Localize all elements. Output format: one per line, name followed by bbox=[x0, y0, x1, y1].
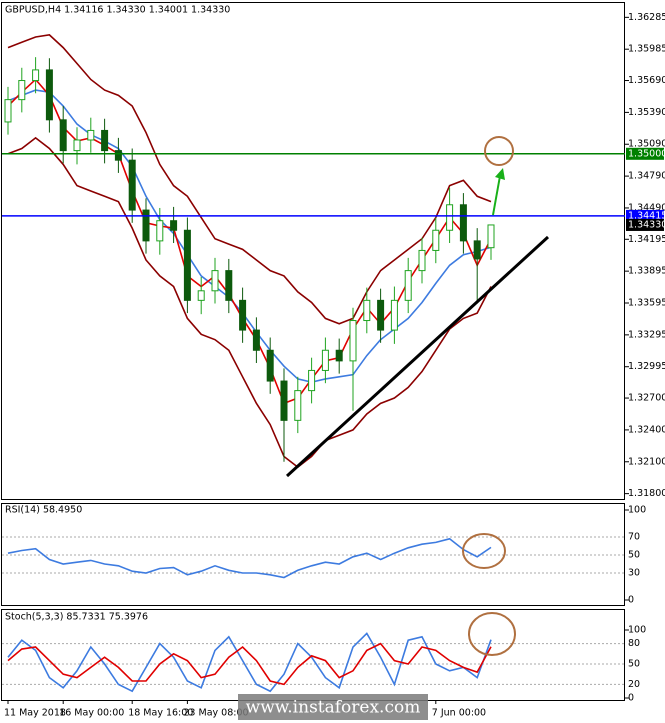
stoch-circle bbox=[468, 612, 516, 656]
level-label-box bbox=[626, 209, 664, 222]
candle-body bbox=[225, 270, 233, 301]
y-tick-label: 1.33295 bbox=[628, 329, 665, 340]
candle-body bbox=[404, 270, 412, 301]
y-tick-label: 1.33895 bbox=[628, 266, 665, 277]
plot-area: 1.36285 1.35985 1.35690 1.35390 1.35090 1.347… bbox=[2, 12, 665, 719]
y-tick-label: 1.36285 bbox=[628, 12, 665, 23]
candle-body bbox=[87, 129, 95, 141]
candle-body bbox=[266, 349, 274, 382]
candle-body bbox=[418, 249, 426, 272]
watermark: www.instaforex.com bbox=[246, 698, 421, 718]
trend-line bbox=[285, 235, 550, 478]
chart-title: GBPUSD,H4 1.34116 1.34330 1.34001 1.3433… bbox=[5, 5, 230, 16]
level-label: 1.35000 bbox=[628, 148, 665, 159]
candle-body bbox=[252, 329, 260, 351]
candle-body bbox=[432, 229, 440, 251]
candle-body bbox=[45, 69, 53, 121]
indicator-line bbox=[7, 34, 492, 325]
candle-body bbox=[349, 320, 357, 362]
candle-body bbox=[335, 349, 343, 362]
candle-body bbox=[321, 349, 329, 371]
y-tick-label: 1.35090 bbox=[628, 139, 665, 150]
y-tick-label: 100 bbox=[628, 505, 646, 516]
x-tick-label: 16 May 00:00 bbox=[59, 708, 124, 719]
candle-body bbox=[128, 159, 136, 211]
y-tick-label: 1.34490 bbox=[628, 202, 665, 213]
candle-body bbox=[363, 299, 371, 322]
candle-body bbox=[183, 229, 191, 301]
candle-body bbox=[170, 220, 178, 231]
y-tick-label: 1.34790 bbox=[628, 171, 665, 182]
candle-body bbox=[294, 390, 302, 421]
rsi-panel bbox=[1, 503, 625, 606]
candle-body bbox=[459, 204, 467, 242]
candle-body bbox=[211, 270, 219, 292]
candle-body bbox=[280, 380, 288, 421]
indicator-line bbox=[7, 642, 492, 686]
y-tick-label: 100 bbox=[628, 625, 646, 636]
y-tick-label: 1.35390 bbox=[628, 107, 665, 118]
indicator-line bbox=[7, 136, 492, 469]
main-panel bbox=[1, 2, 625, 500]
candle-body bbox=[142, 209, 150, 242]
watermark-box bbox=[238, 694, 428, 720]
y-tick-label: 1.33595 bbox=[628, 298, 665, 309]
candle-body bbox=[59, 119, 67, 152]
y-tick-label: 1.35985 bbox=[628, 44, 665, 55]
candle-body bbox=[32, 69, 40, 82]
candle-body bbox=[377, 299, 385, 331]
y-tick-label: 1.32995 bbox=[628, 361, 665, 372]
rsi-circle bbox=[462, 533, 506, 569]
candle-body bbox=[473, 240, 481, 260]
y-tick-label: 20 bbox=[628, 679, 640, 690]
candle-body bbox=[446, 204, 454, 231]
x-tick-label: 7 Jun 00:00 bbox=[432, 708, 486, 719]
candle-body bbox=[239, 299, 247, 331]
x-tick-label: 23 May 08:00 bbox=[183, 708, 248, 719]
candle-body bbox=[101, 129, 109, 152]
y-tick-label: 70 bbox=[628, 532, 640, 543]
price-label-box bbox=[626, 218, 664, 231]
candle-body bbox=[156, 220, 164, 242]
y-tick-label: 1.31800 bbox=[628, 488, 665, 499]
indicator-line bbox=[7, 632, 492, 693]
candle-body bbox=[114, 150, 122, 161]
y-tick-label: 30 bbox=[628, 568, 640, 579]
price-label: 1.34330 bbox=[628, 219, 665, 230]
y-tick-label: 1.32400 bbox=[628, 424, 665, 435]
candle-body bbox=[308, 369, 316, 392]
y-tick-label: 1.32100 bbox=[628, 456, 665, 467]
candle-body bbox=[18, 80, 26, 101]
target-circle bbox=[484, 136, 514, 166]
arrow-head bbox=[495, 168, 505, 180]
y-tick-label: 50 bbox=[628, 659, 640, 670]
candle-body bbox=[487, 224, 495, 249]
y-tick-label: 1.34195 bbox=[628, 234, 665, 245]
indicator-line bbox=[7, 537, 492, 579]
arrow-shaft bbox=[492, 175, 501, 216]
stoch-title: Stoch(5,3,3) 85.7331 75.3976 bbox=[5, 612, 148, 623]
y-tick-label: 1.35690 bbox=[628, 75, 665, 86]
y-tick-label: 0 bbox=[628, 595, 634, 606]
x-tick-label: 18 May 16:00 bbox=[128, 708, 193, 719]
y-tick-label: 0 bbox=[628, 693, 634, 704]
x-tick-label: 11 May 2018 bbox=[4, 708, 66, 719]
candle-body bbox=[73, 139, 81, 152]
level-label: 1.34415 bbox=[628, 210, 665, 221]
rsi-title: RSI(14) 58.4950 bbox=[5, 505, 82, 516]
y-tick-label: 50 bbox=[628, 550, 640, 561]
candle-body bbox=[4, 99, 12, 123]
level-label-box bbox=[626, 147, 664, 160]
candle-body bbox=[390, 299, 398, 331]
y-tick-label: 1.32700 bbox=[628, 393, 665, 404]
candle-body bbox=[197, 290, 205, 301]
y-tick-label: 80 bbox=[628, 638, 640, 649]
